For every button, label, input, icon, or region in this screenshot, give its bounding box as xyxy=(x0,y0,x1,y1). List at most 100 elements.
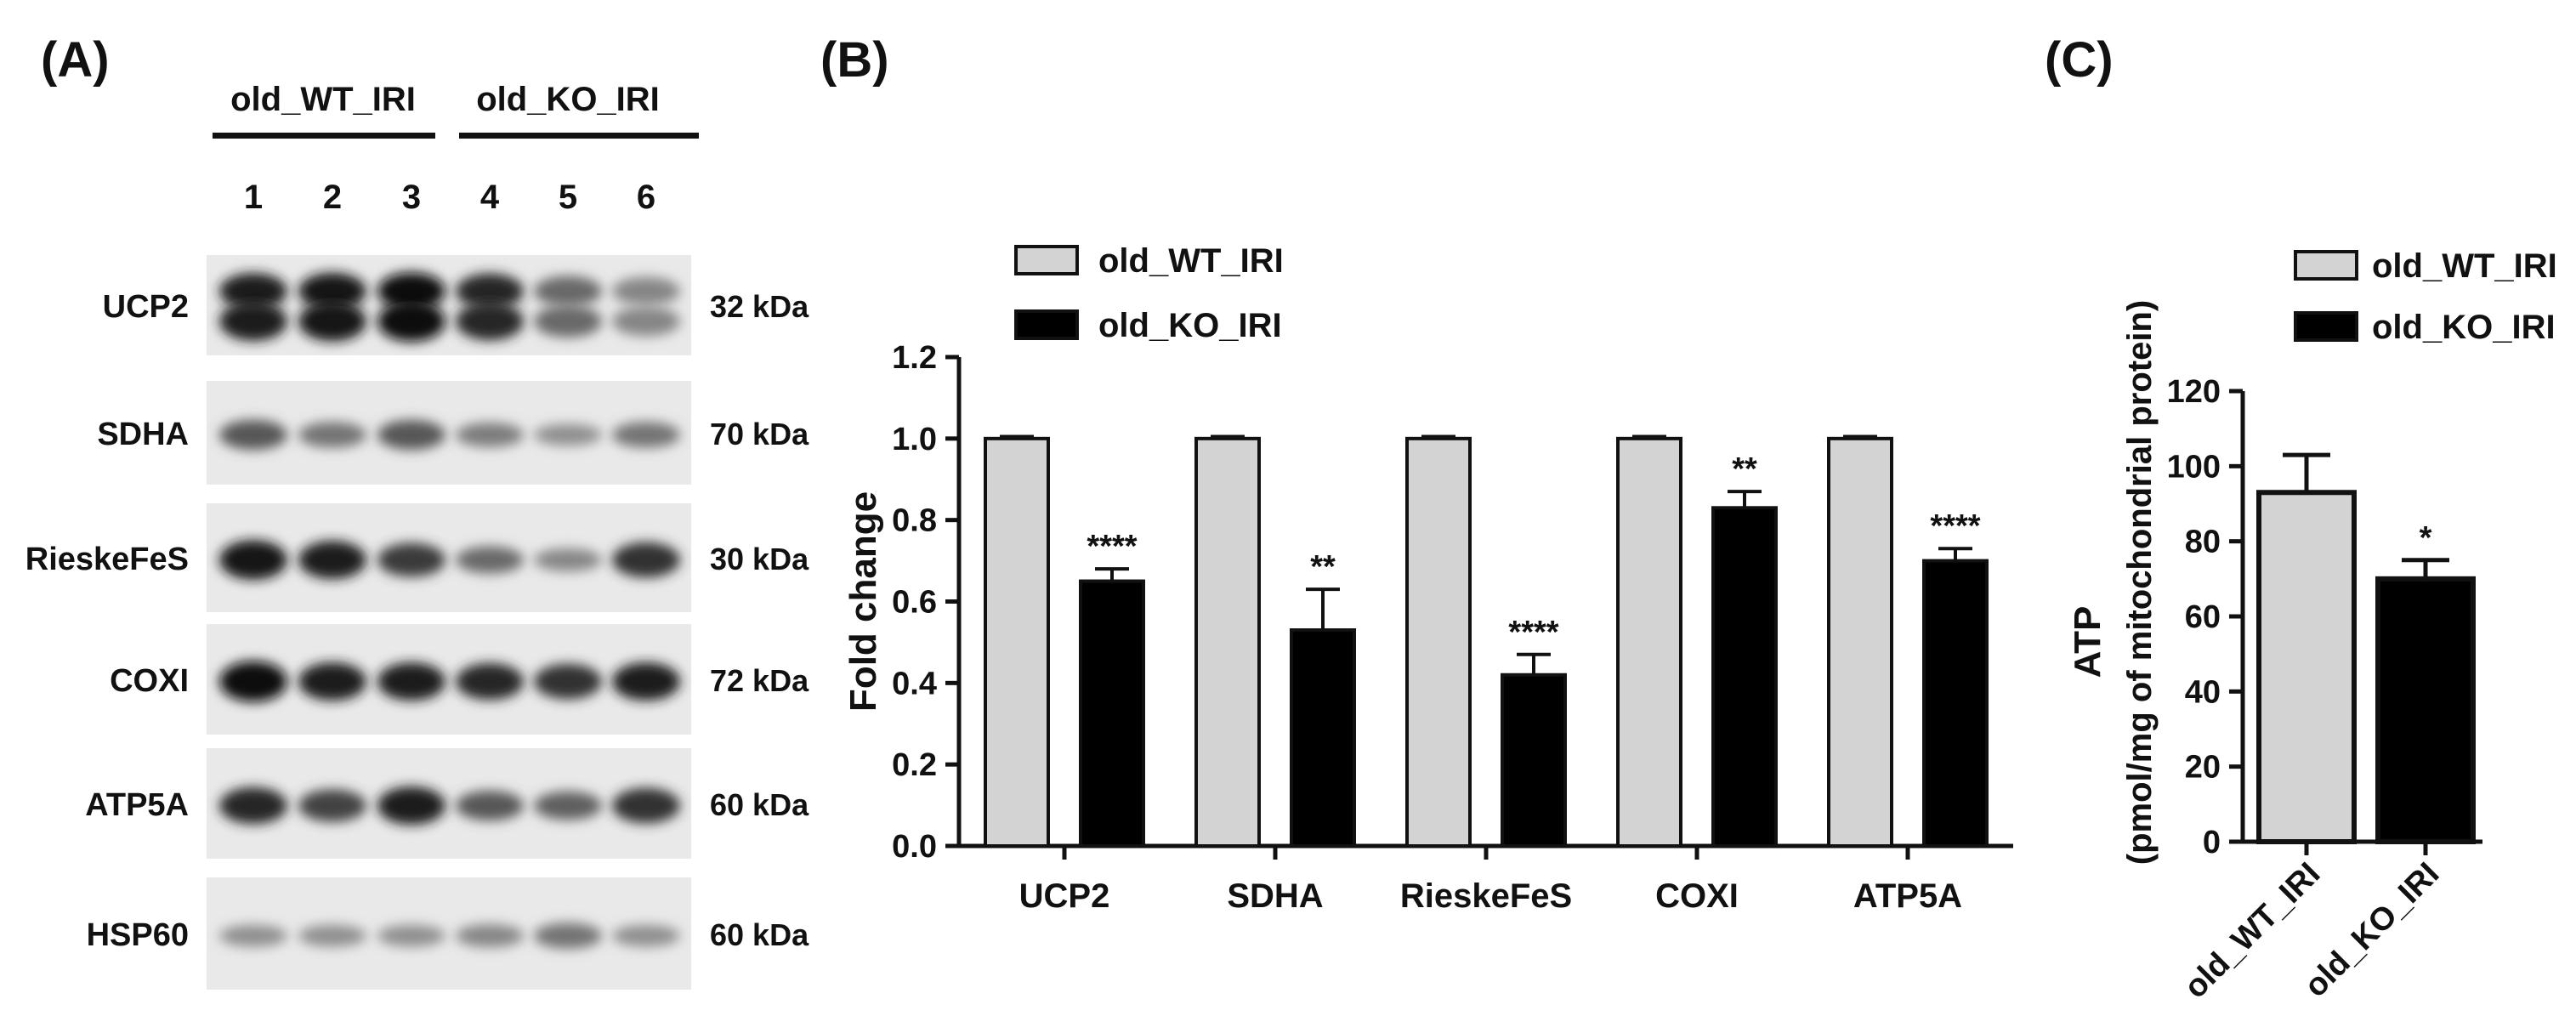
blot-band xyxy=(534,663,602,700)
x-tick-label: COXI xyxy=(1655,877,1739,915)
legend-label: old_WT_IRI xyxy=(2372,247,2557,285)
blot-row: SDHA 70 kDa xyxy=(97,381,809,485)
blot-band xyxy=(456,546,524,574)
panel-b-fold-change-chart: (B) 0.0 0.2 0.4 0.6 0.8 1.0 1.2 Fold change UCP2… xyxy=(820,32,2013,915)
legend-swatch xyxy=(1014,245,1079,275)
x-tick-label: RieskeFeS xyxy=(1400,877,1572,915)
panel-a-label: (A) xyxy=(41,32,110,88)
molecular-weight-label: 72 kDa xyxy=(710,663,809,698)
lane-labels: 1 2 3 4 5 6 xyxy=(244,179,655,216)
bar-old_WT_IRI-RieskeFeS xyxy=(1405,436,1472,848)
blot-band xyxy=(612,924,680,947)
lane-number: 5 xyxy=(559,179,577,216)
blot-row: UCP2 32 kDa xyxy=(103,255,809,355)
blot-band xyxy=(298,301,366,342)
blot-band xyxy=(377,419,445,451)
legend-label: old_KO_IRI xyxy=(1098,307,1282,344)
significance-marker: **** xyxy=(1930,508,1980,544)
y-tick-label: 0.2 xyxy=(892,747,937,783)
bar-old_KO_IRI xyxy=(2375,576,2476,844)
bar-old_KO_IRI-UCP2 xyxy=(1079,579,1145,849)
lane-number: 6 xyxy=(637,179,655,216)
legend-swatch xyxy=(1014,309,1079,340)
legend-swatch xyxy=(2294,311,2358,342)
blot-band xyxy=(219,301,287,341)
lane-number: 1 xyxy=(244,179,263,216)
x-tick-label: UCP2 xyxy=(1019,877,1110,915)
y-tick-label: 0.0 xyxy=(892,829,937,865)
x-tick-label: ATP5A xyxy=(1853,877,1962,915)
blot-strip xyxy=(207,624,691,735)
y-tick-label: 60 xyxy=(2185,599,2221,635)
molecular-weight-label: 70 kDa xyxy=(710,417,809,451)
blot-band xyxy=(377,300,445,342)
blot-band xyxy=(456,791,524,821)
blot-band xyxy=(612,542,680,578)
blot-band xyxy=(534,791,602,820)
group-line-wt xyxy=(213,133,435,139)
bar-old_WT_IRI-ATP5A xyxy=(1827,436,1893,848)
blot-band xyxy=(377,924,445,947)
significance-marker: ** xyxy=(1732,451,1757,487)
blot-band xyxy=(612,787,680,824)
molecular-weight-label: 60 kDa xyxy=(710,787,809,822)
y-axis-title: ATP xyxy=(2067,606,2108,678)
blot-band xyxy=(298,789,366,822)
legend-label: old_KO_IRI xyxy=(2372,309,2556,346)
y-tick-label: 0.6 xyxy=(892,585,937,621)
molecular-weight-label: 32 kDa xyxy=(710,289,809,324)
protein-label: COXI xyxy=(110,663,189,699)
y-tick-label: 1.2 xyxy=(892,340,937,376)
protein-label: RieskeFeS xyxy=(26,542,189,577)
blot-strip xyxy=(207,381,691,485)
significance-marker: **** xyxy=(1508,615,1558,650)
protein-label: ATP5A xyxy=(85,787,189,823)
bar-old_KO_IRI-COXI xyxy=(1711,506,1778,849)
bar-old_WT_IRI-UCP2 xyxy=(984,436,1050,848)
blot-band xyxy=(534,548,602,572)
blot-strip xyxy=(207,503,691,612)
legend-swatch xyxy=(2294,250,2358,281)
lane-number: 4 xyxy=(480,179,500,216)
blot-band xyxy=(219,661,287,702)
bar-old_WT_IRI-COXI xyxy=(1616,436,1682,848)
y-tick-label: 0 xyxy=(2203,825,2221,860)
blot-band xyxy=(219,273,287,309)
blot-band xyxy=(219,419,287,451)
bar-old_WT_IRI-SDHA xyxy=(1194,436,1261,848)
significance-marker: ** xyxy=(1310,549,1336,585)
blot-band xyxy=(612,306,680,337)
blot-band xyxy=(298,422,366,448)
blot-row: RieskeFeS 30 kDa xyxy=(26,503,809,612)
legend: old_WT_IRI old_KO_IRI xyxy=(1014,242,1284,344)
blot-band xyxy=(456,302,524,341)
y-tick-label: 1.0 xyxy=(892,422,937,457)
blot-band xyxy=(298,541,366,579)
blot-band xyxy=(377,542,445,577)
bar-old_WT_IRI xyxy=(2256,490,2357,844)
panel-c-atp-chart: (C) 0 20 40 60 80 100 120 ATP (pmol/mg of mitoch… xyxy=(2045,32,2557,1006)
lane-number: 3 xyxy=(402,179,421,216)
group-label-wt: old_WT_IRI xyxy=(230,81,416,118)
blot-band xyxy=(456,423,524,447)
blot-band xyxy=(534,304,602,338)
blot-band xyxy=(219,787,287,825)
blot-strip xyxy=(207,255,691,355)
blot-strip xyxy=(207,748,691,859)
group-label-ko: old_KO_IRI xyxy=(476,81,660,118)
y-axis-title: Fold change xyxy=(843,491,884,712)
blot-band xyxy=(534,275,602,307)
blot-band xyxy=(377,786,445,825)
blot-band xyxy=(456,273,524,309)
protein-label: SDHA xyxy=(97,417,189,452)
legend: old_WT_IRI old_KO_IRI xyxy=(2294,247,2557,346)
significance-marker: * xyxy=(2420,520,2432,556)
y-tick-label: 120 xyxy=(2167,374,2221,410)
blot-band xyxy=(219,540,287,580)
significance-marker: **** xyxy=(1087,529,1137,565)
legend-label: old_WT_IRI xyxy=(1098,242,1284,280)
lane-number: 2 xyxy=(323,179,342,216)
molecular-weight-label: 60 kDa xyxy=(710,917,809,952)
blot-row: COXI 72 kDa xyxy=(110,624,809,735)
molecular-weight-label: 30 kDa xyxy=(710,542,809,576)
